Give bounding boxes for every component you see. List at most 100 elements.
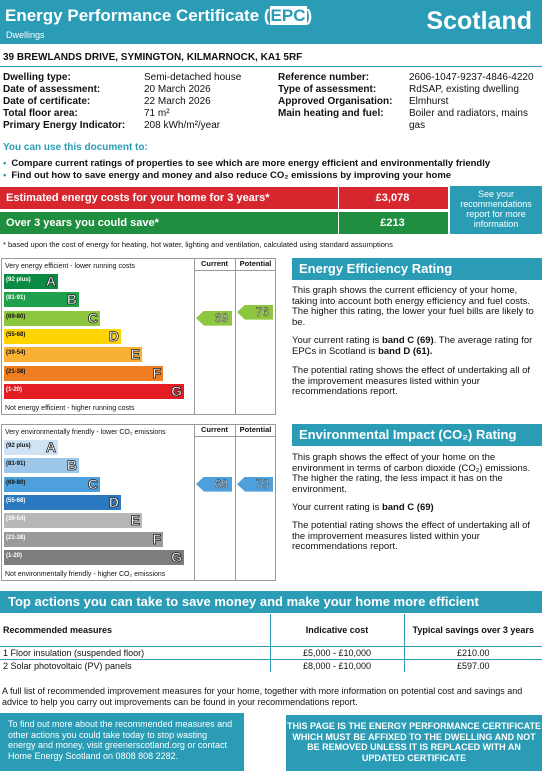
environmental-rating-chart: Current Potential Very environmentally f… — [1, 424, 276, 581]
use-bullet-2: • Find out how to save energy and money a… — [3, 170, 452, 181]
eer-title: Energy Efficiency Rating — [292, 258, 542, 280]
chart-top-caption: Very energy efficient - lower running co… — [5, 263, 135, 270]
band-d: (55-68) D — [4, 493, 121, 510]
eer-paragraph-3: The potential rating shows the effect of… — [292, 365, 531, 397]
dwelling-type-value: Semi-detached house — [144, 72, 242, 83]
band-c: (69-80) C — [4, 475, 100, 492]
heating-fuel-key: Main heating and fuel: — [278, 108, 384, 119]
band-range-label: (21-38) — [6, 534, 26, 541]
assessment-type-value: RdSAP, existing dwelling — [409, 84, 519, 95]
primary-energy-value: 208 kWh/m²/year — [144, 120, 221, 131]
current-rating-arrow: 69 — [196, 310, 232, 326]
chart-header-line — [194, 436, 275, 437]
current-rating-arrow: 69 — [196, 476, 232, 492]
table-header-row: Recommended measures Indicative cost Typ… — [0, 614, 542, 646]
band-range-label: (81-91) — [6, 295, 26, 302]
certificate-subtitle: Dwellings — [6, 30, 45, 40]
band-range-label: (69-80) — [6, 479, 26, 486]
band-letter: A — [45, 439, 56, 456]
chart-header-line — [194, 270, 275, 271]
chart-bottom-caption: Not environmentally friendly - higher CO… — [5, 571, 166, 578]
divider — [0, 66, 542, 67]
top-actions-title: Top actions you can take to save money a… — [0, 591, 542, 613]
assessment-type-key: Type of assessment: — [278, 84, 377, 95]
current-column-header: Current — [200, 259, 229, 268]
potential-column-header: Potential — [239, 259, 272, 268]
band-range-label: (69-80) — [6, 313, 26, 320]
band-a: (92 plus) A — [4, 439, 58, 456]
measure-savings: £210.00 — [403, 645, 542, 659]
band-letter: E — [130, 346, 140, 363]
header-banner: Energy Performance Certificate (EPC) Dwe… — [0, 0, 542, 44]
band-letter: B — [66, 457, 77, 474]
details-left-values: Semi-detached house 20 March 2026 22 Mar… — [144, 72, 274, 132]
band-c: (69-80) C — [4, 309, 100, 326]
band-range-label: (81-91) — [6, 461, 26, 468]
savings-row: Over 3 years you could save* £213 — [0, 212, 448, 234]
savings-value: £213 — [338, 212, 446, 234]
band-letter: F — [152, 364, 161, 381]
band-f: (21-38) F — [4, 364, 163, 381]
band-letter: A — [45, 273, 56, 290]
chart-divider — [194, 259, 195, 414]
eir-title: Environmental Impact (CO₂) Rating — [292, 424, 542, 446]
potential-rating-arrow: 76 — [237, 304, 273, 320]
floor-area-key: Total floor area: — [3, 108, 78, 119]
potential-rating-arrow: 73 — [237, 476, 273, 492]
savings-header: Typical savings over 3 years — [403, 614, 542, 646]
band-letter: D — [108, 327, 119, 344]
potential-column-header: Potential — [239, 425, 272, 434]
certificate-date-key: Date of certificate: — [3, 96, 91, 107]
see-recommendations-box: See your recommendations report for more… — [450, 186, 542, 234]
eir-paragraph-1: This graph shows the effect of your home… — [292, 452, 531, 495]
chart-divider — [194, 425, 195, 580]
band-letter: C — [87, 309, 98, 326]
approved-org-key: Approved Organisation: — [278, 96, 393, 107]
band-letter: F — [152, 530, 161, 547]
reference-number-value: 2606-1047-9237-4846-4220 — [409, 72, 534, 83]
primary-energy-key: Primary Energy Indicator: — [3, 120, 126, 131]
band-range-label: (39-54) — [6, 516, 26, 523]
table-row: 1 Floor insulation (suspended floor) £5,… — [0, 645, 542, 659]
chart-divider — [235, 259, 236, 414]
eir-paragraph-3: The potential rating shows the effect of… — [292, 520, 531, 552]
energy-cost-label: Estimated energy costs for your home for… — [6, 192, 270, 204]
eer-paragraph-1: This graph shows the current efficiency … — [292, 285, 534, 328]
measure-name: 1 Floor insulation (suspended floor) — [0, 645, 270, 659]
measures-header: Recommended measures — [3, 624, 113, 635]
cost-footnote: * based upon the cost of energy for heat… — [3, 240, 393, 249]
floor-area-value: 71 m² — [144, 108, 170, 119]
current-column-header: Current — [200, 425, 229, 434]
band-g: (1-20) G — [4, 382, 184, 399]
band-range-label: (55-68) — [6, 331, 26, 338]
use-document-title: You can use this document to: — [3, 142, 148, 153]
measure-cost: £8,000 - £10,000 — [269, 658, 404, 672]
band-letter: D — [108, 493, 119, 510]
band-d: (55-68) D — [4, 327, 121, 344]
use-bullet-1: • Compare current ratings of properties t… — [3, 158, 491, 169]
savings-label: Over 3 years you could save* — [6, 217, 159, 229]
measures-table: Recommended measures Indicative cost Typ… — [0, 614, 542, 672]
energy-rating-chart: Current Potential Very energy efficient … — [1, 258, 276, 415]
details-right-keys: Reference number: Type of assessment: Ap… — [278, 72, 408, 120]
table-row: 2 Solar photovoltaic (PV) panels £8,000 … — [0, 658, 542, 672]
band-b: (81-91) B — [4, 291, 79, 308]
band-letter: B — [66, 291, 77, 308]
band-range-label: (92 plus) — [6, 443, 31, 449]
dwelling-type-key: Dwelling type: — [3, 72, 71, 83]
band-letter: C — [87, 475, 98, 492]
band-range-label: (55-68) — [6, 497, 26, 504]
eir-paragraph-2: Your current rating is band C (69) — [292, 502, 434, 513]
chart-bottom-caption: Not energy efficient - higher running co… — [5, 405, 135, 412]
heating-fuel-value: Boiler and radiators, mains gas — [409, 108, 528, 131]
measure-cost: £5,000 - £10,000 — [269, 645, 404, 659]
affix-notice-box: THIS PAGE IS THE ENERGY PERFORMANCE CERT… — [286, 715, 542, 771]
band-range-label: (92 plus) — [6, 277, 31, 283]
band-letter: E — [130, 512, 140, 529]
band-g: (1-20) G — [4, 548, 184, 565]
details-left-keys: Dwelling type: Date of assessment: Date … — [3, 72, 148, 132]
assessment-date-key: Date of assessment: — [3, 84, 101, 95]
eer-paragraph-2: Your current rating is band C (69). The … — [292, 335, 533, 357]
details-right-values: 2606-1047-9237-4846-4220 RdSAP, existing… — [409, 72, 541, 132]
chart-top-caption: Very environmentally friendly - lower CO… — [5, 429, 166, 436]
